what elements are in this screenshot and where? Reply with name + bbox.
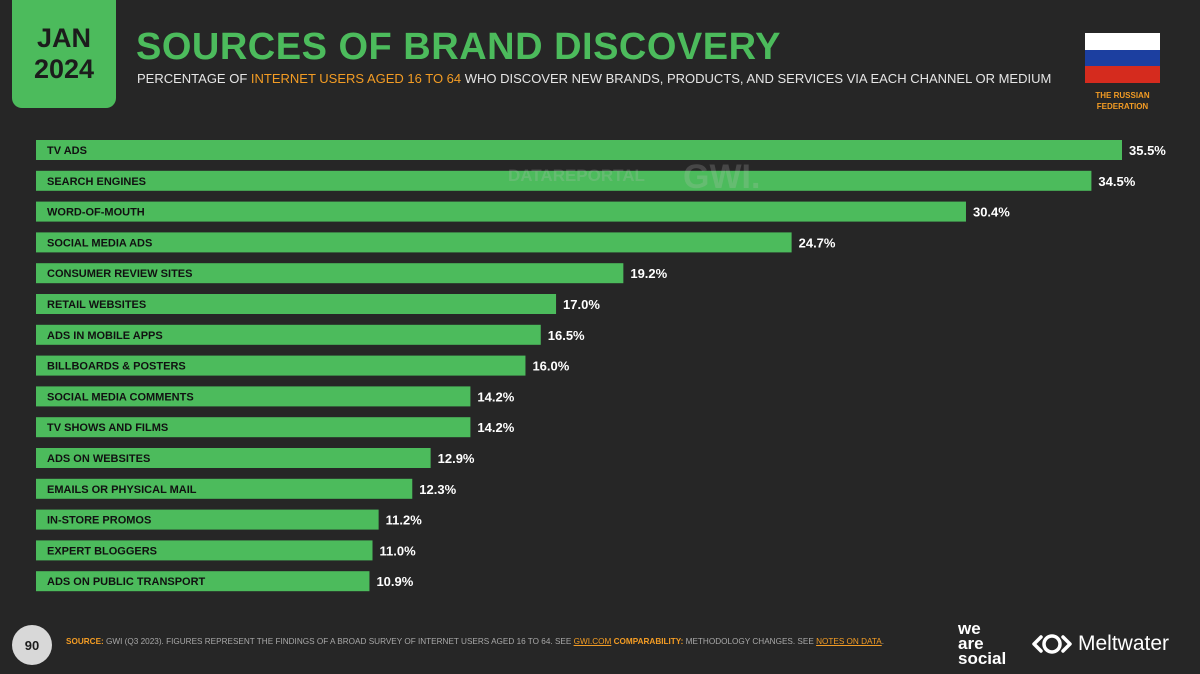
bar-value-1: 34.5% — [1098, 174, 1135, 189]
bar-12 — [36, 509, 379, 530]
bar-label-2: WORD-OF-MOUTH — [47, 207, 145, 219]
flag-stripe-blue — [1085, 49, 1160, 67]
bar-14 — [36, 571, 370, 592]
bar-label-1: SEARCH ENGINES — [47, 176, 146, 188]
country-line-2: FEDERATION — [1096, 102, 1149, 111]
bar-5 — [36, 294, 557, 314]
page-subtitle: PERCENTAGE OF INTERNET USERS AGED 16 TO … — [137, 71, 1051, 86]
bar-label-9: TV SHOWS AND FILMS — [47, 422, 168, 434]
bar-value-2: 30.4% — [973, 205, 1010, 220]
meltwater-icon — [1032, 634, 1072, 654]
country-label: THE RUSSIAN FEDERATION — [1085, 90, 1160, 112]
page-number: 90 — [12, 625, 52, 665]
bar-value-8: 14.2% — [477, 389, 514, 404]
russia-flag-icon — [1085, 33, 1160, 84]
comparability-text: METHODOLOGY CHANGES. SEE — [683, 637, 817, 646]
bar-2 — [36, 201, 966, 222]
bar-value-14: 10.9% — [376, 574, 413, 589]
source-note: SOURCE: GWI (Q3 2023). FIGURES REPRESENT… — [66, 637, 946, 646]
bar-label-13: EXPERT BLOGGERS — [47, 545, 157, 557]
bar-11 — [36, 478, 413, 499]
bar-label-6: ADS IN MOBILE APPS — [47, 330, 163, 342]
date-year: 2024 — [33, 54, 95, 84]
bar-10 — [36, 448, 431, 468]
bar-value-9: 14.2% — [477, 420, 514, 435]
bar-value-10: 12.9% — [438, 451, 475, 466]
source-label: SOURCE: — [66, 637, 104, 646]
bar-value-0: 35.5% — [1129, 143, 1166, 158]
gwi-link[interactable]: GWI.COM — [573, 637, 612, 646]
logo-line-are: are — [958, 634, 984, 653]
bar-value-4: 19.2% — [630, 266, 667, 281]
bar-value-6: 16.5% — [548, 328, 585, 343]
bar-value-11: 12.3% — [419, 482, 456, 497]
subtitle-pre: PERCENTAGE OF — [137, 71, 251, 86]
bar-label-12: IN-STORE PROMOS — [47, 515, 151, 527]
bar-13 — [36, 540, 373, 561]
comparability-end: . — [881, 637, 885, 646]
bar-value-13: 11.0% — [380, 543, 417, 558]
source-text: GWI (Q3 2023). FIGURES REPRESENT THE FIN… — [103, 637, 574, 646]
bar-value-3: 24.7% — [799, 235, 836, 250]
bar-label-10: ADS ON WEBSITES — [47, 453, 150, 465]
comparability-label: COMPARABILITY: — [611, 637, 684, 646]
bar-value-12: 11.2% — [386, 513, 423, 528]
bar-value-7: 16.0% — [532, 359, 569, 374]
we-are-social-logo: we are social — [958, 619, 1020, 668]
bar-label-11: EMAILS OR PHYSICAL MAIL — [47, 484, 197, 496]
subtitle-highlight: INTERNET USERS AGED 16 TO 64 — [250, 71, 462, 86]
bar-label-14: ADS ON PUBLIC TRANSPORT — [47, 576, 206, 588]
bar-value-5: 17.0% — [563, 297, 600, 312]
notes-on-data-link[interactable]: NOTES ON DATA — [816, 637, 882, 646]
bar-label-7: BILLBOARDS & POSTERS — [47, 361, 186, 373]
subtitle-post: WHO DISCOVER NEW BRANDS, PRODUCTS, AND S… — [461, 71, 1052, 86]
bar-label-4: CONSUMER REVIEW SITES — [47, 268, 192, 280]
bar-8 — [36, 386, 471, 407]
bar-1 — [36, 170, 1092, 191]
bar-9 — [36, 417, 471, 438]
date-month: JAN — [36, 23, 91, 53]
bar-label-0: TV ADS — [47, 145, 87, 157]
meltwater-wordmark: Meltwater — [1078, 632, 1170, 655]
gwi-watermark: GWI. — [683, 158, 761, 196]
date-badge: JAN 2024 — [12, 0, 116, 108]
logo-line-social: social — [958, 649, 1007, 668]
page-title: SOURCES OF BRAND DISCOVERY — [136, 26, 781, 68]
bar-label-5: RETAIL WEBSITES — [47, 299, 146, 311]
flag-stripe-white — [1085, 33, 1160, 50]
bar-7 — [36, 355, 526, 376]
datareportal-watermark: DATAREPORTAL — [508, 166, 645, 185]
bar-label-8: SOCIAL MEDIA COMMENTS — [47, 391, 194, 403]
flag-stripe-red — [1085, 66, 1160, 84]
meltwater-logo: Meltwater — [1032, 632, 1169, 656]
bar-0 — [36, 140, 1122, 160]
bar-6 — [36, 324, 541, 345]
logo-line-we: we — [958, 619, 981, 638]
country-line-1: THE RUSSIAN — [1095, 91, 1150, 100]
bar-label-3: SOCIAL MEDIA ADS — [47, 237, 152, 249]
bar-4 — [36, 263, 624, 284]
bar-3 — [36, 232, 792, 253]
